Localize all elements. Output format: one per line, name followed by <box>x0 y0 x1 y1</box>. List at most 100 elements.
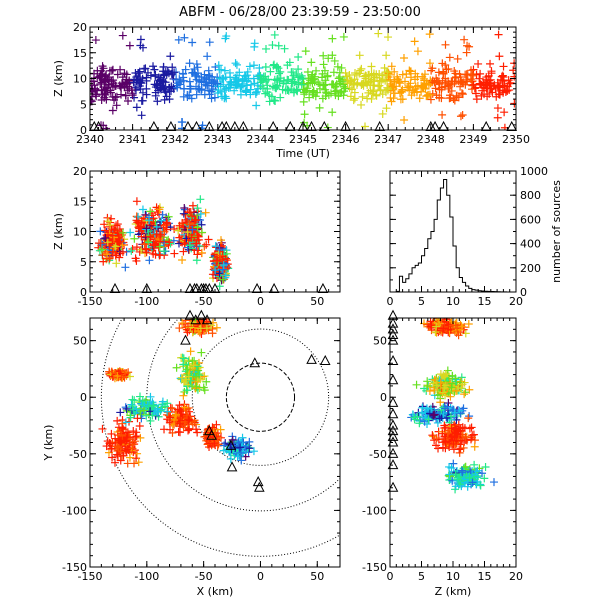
source-marker <box>384 33 393 42</box>
source-marker <box>144 238 153 247</box>
source-marker <box>197 86 206 95</box>
source-marker <box>194 366 203 375</box>
x-tick-label: 2341 <box>119 133 147 146</box>
source-marker <box>375 81 384 90</box>
source-marker <box>412 380 421 389</box>
source-marker <box>467 423 476 432</box>
source-marker <box>398 95 407 104</box>
source-marker <box>410 413 419 422</box>
source-marker <box>242 88 251 97</box>
source-marker <box>468 69 477 78</box>
source-marker <box>96 239 105 248</box>
source-marker <box>100 75 109 84</box>
source-marker <box>495 90 504 99</box>
source-marker <box>184 424 193 433</box>
z-y-panel: 0 5 10 15 20 -150 -100 -50 0 50 Z (km) <box>362 309 523 598</box>
source-marker <box>178 319 187 328</box>
source-marker <box>446 325 455 334</box>
source-marker <box>451 469 460 478</box>
station-marker <box>387 374 399 385</box>
source-marker <box>200 386 209 395</box>
source-marker <box>430 385 439 394</box>
source-marker <box>152 230 161 239</box>
source-marker <box>118 31 127 40</box>
source-marker <box>98 424 107 433</box>
source-marker <box>300 118 309 127</box>
source-marker <box>102 442 111 451</box>
source-marker <box>159 82 168 91</box>
source-marker <box>142 224 151 233</box>
source-marker <box>347 76 356 85</box>
source-marker <box>268 41 277 50</box>
source-marker <box>131 432 140 441</box>
station-marker <box>387 430 399 441</box>
x-tick-label: -100 <box>134 295 159 308</box>
source-marker <box>219 260 228 269</box>
source-marker <box>136 433 145 442</box>
x-tick-label: 50 <box>310 295 324 308</box>
source-marker <box>170 249 179 258</box>
source-marker <box>459 78 468 87</box>
source-marker <box>429 379 438 388</box>
source-marker <box>334 74 343 83</box>
source-marker <box>447 424 456 433</box>
source-marker <box>129 78 138 87</box>
station-marker <box>251 282 263 293</box>
source-marker <box>218 275 227 284</box>
source-marker <box>180 417 189 426</box>
source-marker <box>410 37 419 46</box>
source-marker <box>213 79 222 88</box>
source-marker <box>350 88 359 97</box>
y-tick-label: 1000 <box>520 165 548 178</box>
source-marker <box>431 84 440 93</box>
source-marker <box>382 104 391 113</box>
source-marker <box>429 432 438 441</box>
source-marker <box>433 418 442 427</box>
source-marker <box>189 361 198 370</box>
source-marker <box>255 71 264 80</box>
station-marker <box>249 357 261 368</box>
source-marker <box>469 71 478 80</box>
source-marker <box>98 62 107 71</box>
source-marker <box>453 323 462 332</box>
source-marker <box>323 72 332 81</box>
source-marker <box>309 90 318 99</box>
station-marker <box>267 120 279 131</box>
source-marker <box>188 38 197 47</box>
source-marker <box>387 97 396 106</box>
source-marker <box>112 101 121 110</box>
source-marker <box>192 382 201 391</box>
source-marker <box>220 66 229 75</box>
source-marker <box>432 441 441 450</box>
source-marker <box>142 73 151 82</box>
sources <box>98 318 258 468</box>
source-marker <box>425 59 434 68</box>
source-marker <box>459 443 468 452</box>
source-marker <box>253 81 262 90</box>
source-marker <box>137 111 146 120</box>
source-marker <box>112 92 121 101</box>
source-marker <box>118 248 127 257</box>
station-marker <box>201 314 213 325</box>
source-marker <box>122 433 131 442</box>
source-marker <box>134 458 143 467</box>
station-marker <box>306 120 317 131</box>
source-marker <box>193 250 202 259</box>
source-marker <box>453 476 462 485</box>
source-marker <box>104 80 113 89</box>
source-marker <box>443 428 452 437</box>
source-marker <box>193 223 202 232</box>
source-marker <box>174 226 183 235</box>
source-marker <box>128 402 137 411</box>
source-marker <box>183 228 192 237</box>
source-marker <box>351 68 360 77</box>
source-marker <box>444 399 453 408</box>
source-marker <box>280 44 289 53</box>
source-marker <box>433 391 442 400</box>
source-marker <box>90 96 95 105</box>
source-marker <box>188 212 197 221</box>
source-marker <box>357 100 366 109</box>
source-marker <box>337 63 346 72</box>
station-marker <box>109 282 121 293</box>
source-marker <box>399 53 408 62</box>
